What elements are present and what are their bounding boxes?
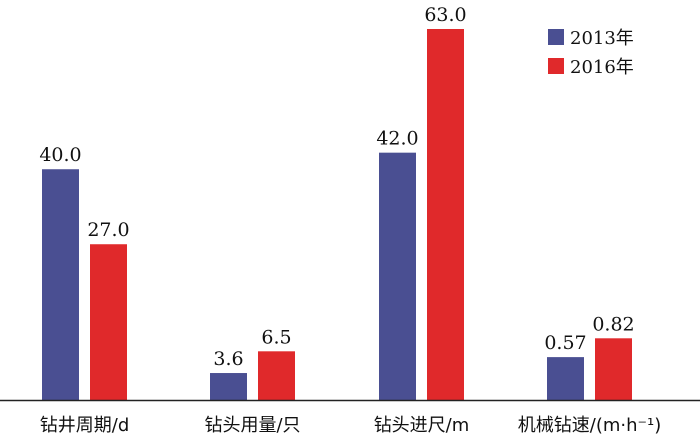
bar-bit-usage-2013	[210, 373, 247, 400]
bar-drilling-cycle-2013	[42, 169, 79, 400]
value-label-bit-footage-2013: 42.0	[376, 128, 418, 150]
bar-bit-footage-2016	[427, 29, 464, 400]
value-label-bit-footage-2016: 63.0	[424, 4, 466, 26]
legend: 2013年 2016年	[548, 28, 634, 78]
value-label-bit-usage-2016: 6.5	[261, 326, 291, 348]
value-label-penetration-rate-2016: 0.82	[592, 313, 634, 335]
bar-bit-usage-2016	[258, 351, 295, 400]
legend-swatch-2013	[548, 29, 564, 45]
value-label-drilling-cycle-2016: 27.0	[87, 219, 129, 241]
bar-penetration-rate-2013	[547, 357, 584, 400]
bar-drilling-cycle-2016	[90, 244, 127, 400]
legend-swatch-2016	[548, 58, 564, 74]
bar-penetration-rate-2016	[595, 338, 632, 400]
value-label-penetration-rate-2013: 0.57	[544, 332, 586, 354]
value-label-bit-usage-2013: 3.6	[213, 348, 243, 370]
category-label-penetration-rate: 机械钻速/(m·h⁻¹)	[518, 415, 662, 436]
value-label-drilling-cycle-2013: 40.0	[39, 144, 81, 166]
value-labels-layer: 40.0 27.0 3.6 6.5 42.0 63.0 0.57 0.82	[39, 4, 634, 370]
category-label-drilling-cycle: 钻井周期/d	[40, 415, 130, 436]
bar-bit-footage-2013	[379, 152, 416, 400]
category-label-bit-usage: 钻头用量/只	[204, 415, 300, 436]
category-label-bit-footage: 钻头进尺/m	[374, 415, 470, 436]
bars-layer	[42, 29, 632, 400]
category-labels-layer: 钻井周期/d 钻头用量/只 钻头进尺/m 机械钻速/(m·h⁻¹)	[40, 415, 662, 436]
legend-label-2016: 2016年	[570, 57, 634, 78]
legend-label-2013: 2013年	[570, 28, 634, 49]
